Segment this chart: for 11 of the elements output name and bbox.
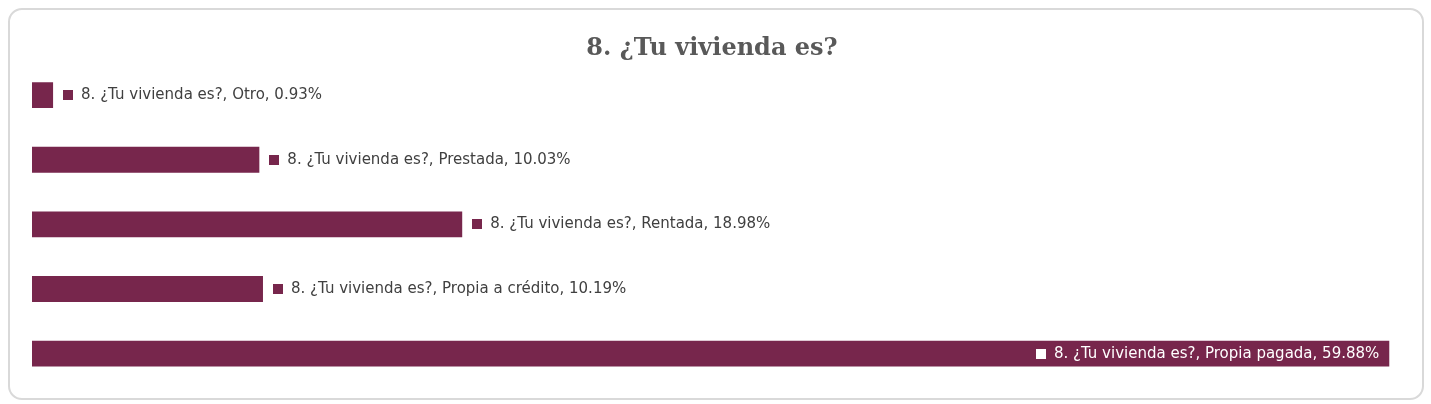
bar — [32, 276, 263, 302]
bar — [32, 340, 1390, 367]
data-label: 8. ¿Tu vivienda es?, Prestada, 10.03% — [287, 149, 571, 168]
chart-title: 8. ¿Tu vivienda es? — [586, 31, 838, 61]
bar — [32, 211, 463, 238]
bar — [32, 146, 260, 173]
data-label: 8. ¿Tu vivienda es?, Propia a crédito, 10.19% — [290, 278, 627, 297]
data-label: 8. ¿Tu vivienda es?, Rentada, 18.98% — [490, 214, 771, 233]
data-label: 8. ¿Tu vivienda es?, Propia pagada, 59.88% — [1053, 343, 1380, 362]
bar — [32, 82, 54, 109]
data-label: 8. ¿Tu vivienda es?, Otro, 0.93% — [81, 85, 323, 104]
